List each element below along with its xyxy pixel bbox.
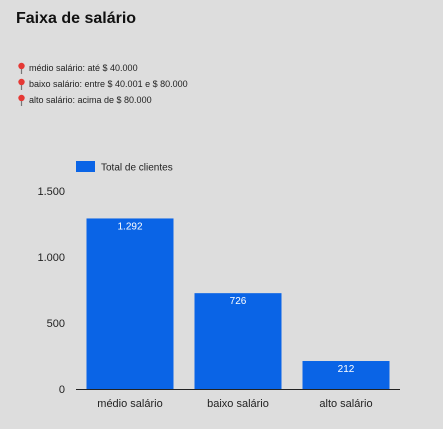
bar-value-label: 1.292 xyxy=(117,221,142,232)
pin-icon xyxy=(18,62,25,74)
bar[interactable] xyxy=(302,361,390,389)
bar-chart: Total de clientes 0 500 1.000 1.500 1.292 72… xyxy=(37,161,400,410)
x-tick-label: baixo salário xyxy=(207,398,269,410)
pin-icon xyxy=(18,94,25,106)
pin-icon xyxy=(18,78,25,90)
note-text: médio salário: até $ 40.000 xyxy=(29,63,138,73)
y-tick-label: 1.500 xyxy=(37,186,65,198)
bar[interactable] xyxy=(86,218,174,389)
x-tick-label: médio salário xyxy=(97,398,162,410)
salary-range-notes: médio salário: até $ 40.000 baixo salári… xyxy=(16,60,188,108)
x-tick-label: alto salário xyxy=(319,398,372,410)
chart-title: Faixa de salário xyxy=(16,10,137,27)
bar-value-label: 726 xyxy=(230,296,247,307)
note-item: alto salário: acima de $ 80.000 xyxy=(16,92,188,108)
note-item: médio salário: até $ 40.000 xyxy=(16,60,188,76)
y-tick-label: 0 xyxy=(59,384,65,396)
y-axis: 0 500 1.000 1.500 xyxy=(37,186,65,396)
chart-legend: Total de clientes xyxy=(76,161,173,174)
note-item: baixo salário: entre $ 40.001 e $ 80.000 xyxy=(16,76,188,92)
bars: 1.292 726 212 xyxy=(86,218,390,389)
y-tick-label: 500 xyxy=(47,318,65,330)
legend-swatch xyxy=(76,161,95,172)
legend-label: Total de clientes xyxy=(101,163,173,174)
bar-value-label: 212 xyxy=(338,364,355,375)
bar[interactable] xyxy=(194,293,282,389)
note-text: alto salário: acima de $ 80.000 xyxy=(29,95,152,105)
y-tick-label: 1.000 xyxy=(37,252,65,264)
note-text: baixo salário: entre $ 40.001 e $ 80.000 xyxy=(29,79,188,89)
x-axis: médio salário baixo salário alto salário xyxy=(76,389,400,410)
